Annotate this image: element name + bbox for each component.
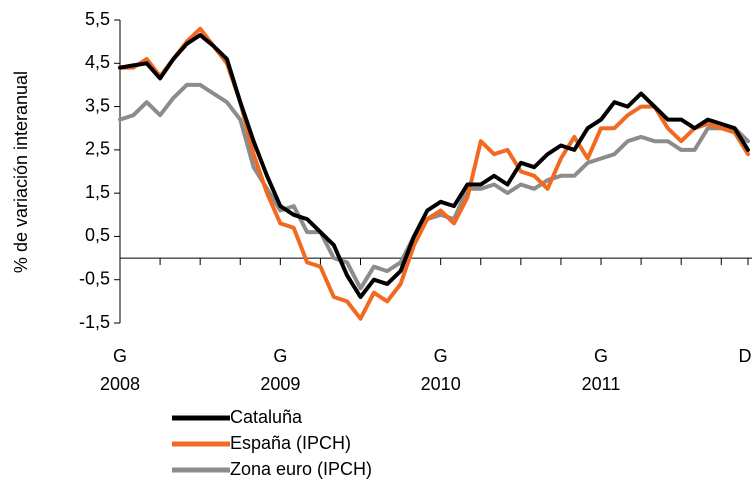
x-tick-label: G [594,346,608,366]
legend-label: España (IPCH) [230,433,351,453]
x-year-label: 2009 [260,374,300,394]
line-series [118,26,750,321]
y-tick-label: 2,5 [85,139,110,159]
legend-label: Cataluña [230,407,303,427]
legend-label: Zona euro (IPCH) [230,459,372,479]
y-tick-label: 5,5 [85,9,110,29]
y-tick-label: 4,5 [85,52,110,72]
x-year-label: 2011 [582,374,621,394]
y-tick-label: 1,5 [85,182,110,202]
line-series [118,33,750,299]
x-year-label: 2010 [421,374,461,394]
y-axis-label: % de variación interanual [11,71,31,273]
y-tick-label: -1,5 [79,312,110,332]
x-tick-label: G [434,346,448,366]
y-tick-label: 3,5 [85,95,110,115]
x-tick-label: G [273,346,287,366]
y-tick-label: 0,5 [85,225,110,245]
x-tick-label: D [739,346,752,366]
x-year-label: 2008 [100,374,140,394]
y-tick-label: -0,5 [79,268,110,288]
x-tick-label: G [113,346,127,366]
